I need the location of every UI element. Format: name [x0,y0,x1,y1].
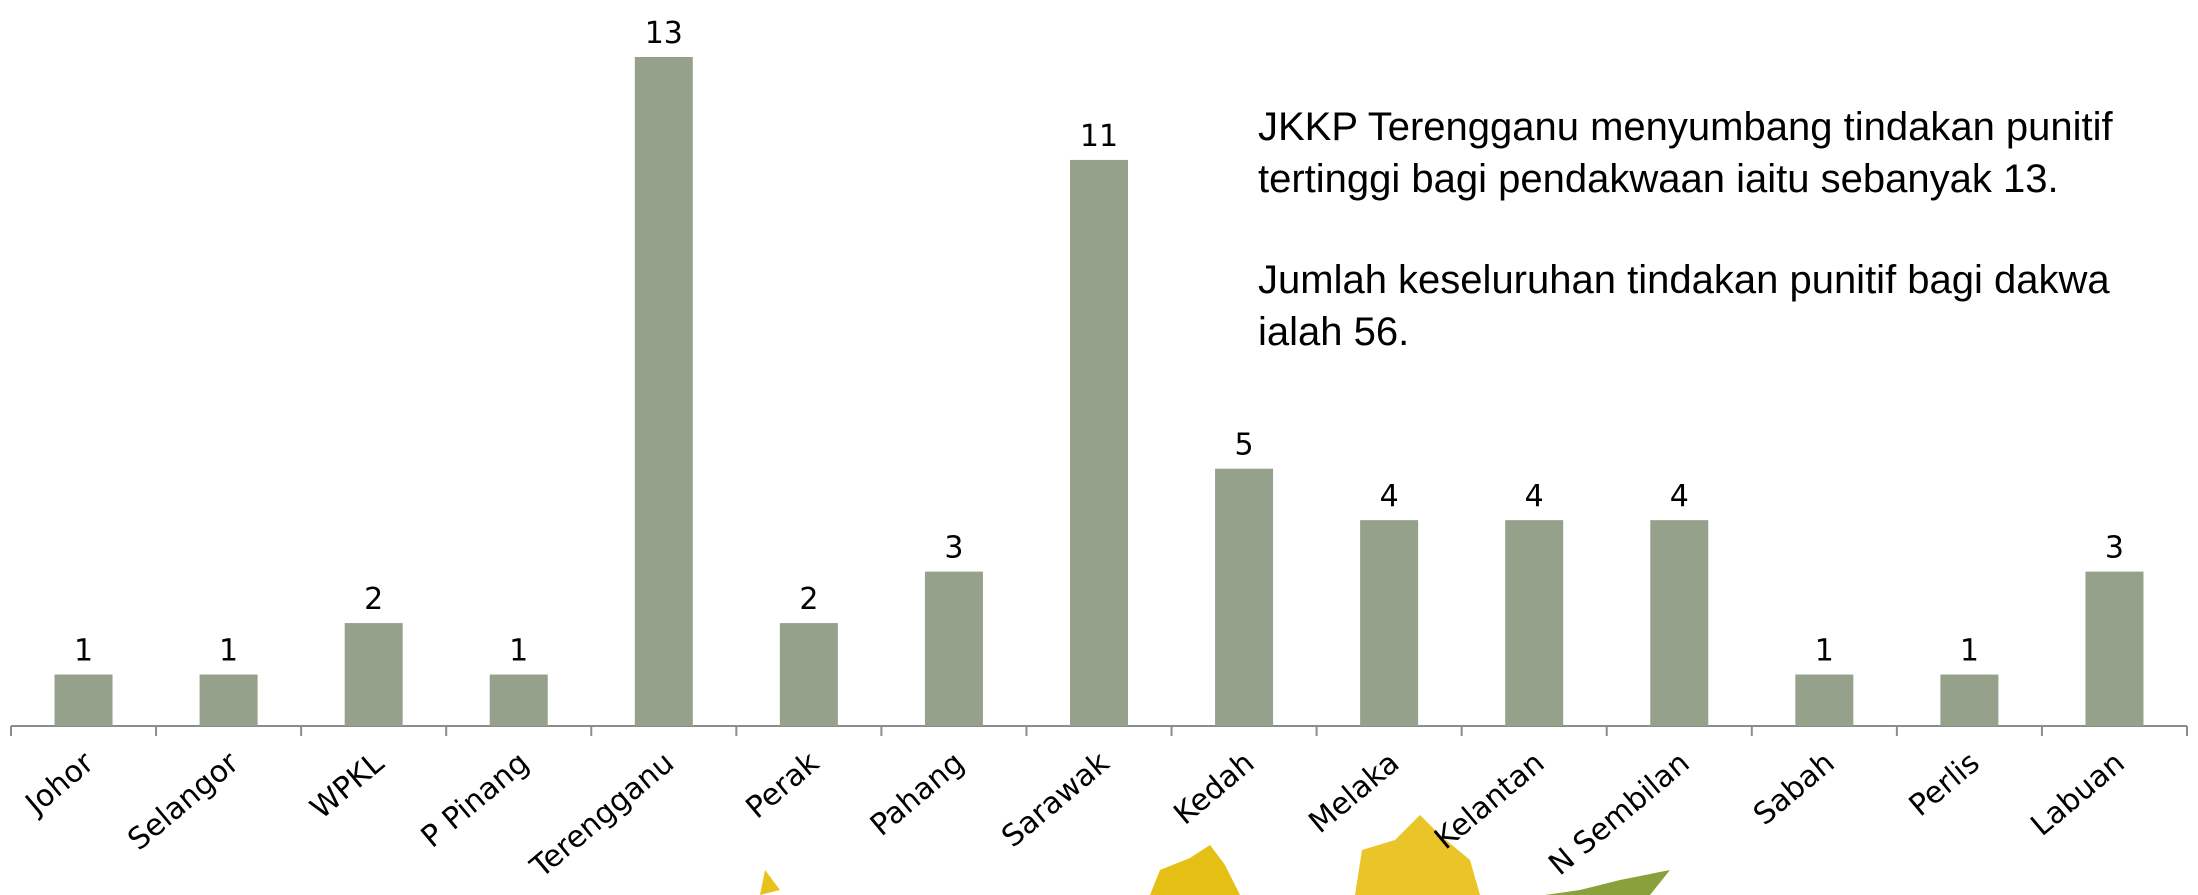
bar [634,57,693,726]
data-label: 4 [1380,479,1399,514]
x-tick-label: WPKL [304,745,391,826]
data-label: 1 [1960,634,1979,669]
bar [1360,520,1419,726]
data-label: 13 [645,16,683,51]
bar [54,674,113,726]
data-label: 1 [509,634,528,669]
data-label: 3 [2105,531,2124,566]
x-tick-label: Perlis [1903,745,1987,823]
bar [1940,674,1999,726]
annotation: JKKP Terengganu menyumbang tindakan puni… [1258,105,2114,149]
x-tick-label: Labuan [2024,745,2131,843]
x-tick-label: Kelantan [1428,745,1551,856]
data-label: 4 [1525,479,1544,514]
x-tick-label: P Pinang [415,745,536,855]
x-tick-label: Melaka [1302,745,1406,840]
x-tick-label: Perak [739,745,826,826]
bar [924,571,983,726]
bar [1505,520,1564,726]
x-tick-label: Sabah [1747,745,1841,832]
annotation: ialah 56. [1258,310,1409,354]
data-label: 2 [799,582,818,617]
bar [1795,674,1854,726]
data-label: 4 [1670,479,1689,514]
x-tick-label: Kedah [1167,745,1261,832]
annotation: tertinggi bagi pendakwaan iaitu sebanyak… [1258,157,2059,201]
data-label: 1 [1815,634,1834,669]
bar [779,623,838,726]
annotation: Jumlah keseluruhan tindakan punitif bagi… [1258,258,2110,302]
data-label: 1 [219,634,238,669]
data-label: 3 [944,531,963,566]
x-tick-label: Terengganu [523,745,681,885]
data-label: 5 [1235,428,1254,463]
bar [2085,571,2144,726]
bar [199,674,258,726]
x-tick-label: Pahang [864,745,971,843]
bar [1070,159,1128,726]
x-tick-label: Sarawak [995,745,1116,855]
x-tick-label: N Sembilan [1542,745,1696,882]
x-tick-label: Selangor [121,745,246,858]
data-label: 1 [74,634,93,669]
bar [1650,520,1709,726]
x-tick-label: Johor [18,745,101,823]
data-label: 2 [364,582,383,617]
bar [344,623,403,726]
bar [1215,468,1274,726]
data-label: 11 [1080,119,1118,154]
bar [489,674,548,726]
leaf-decoration [760,815,1670,895]
